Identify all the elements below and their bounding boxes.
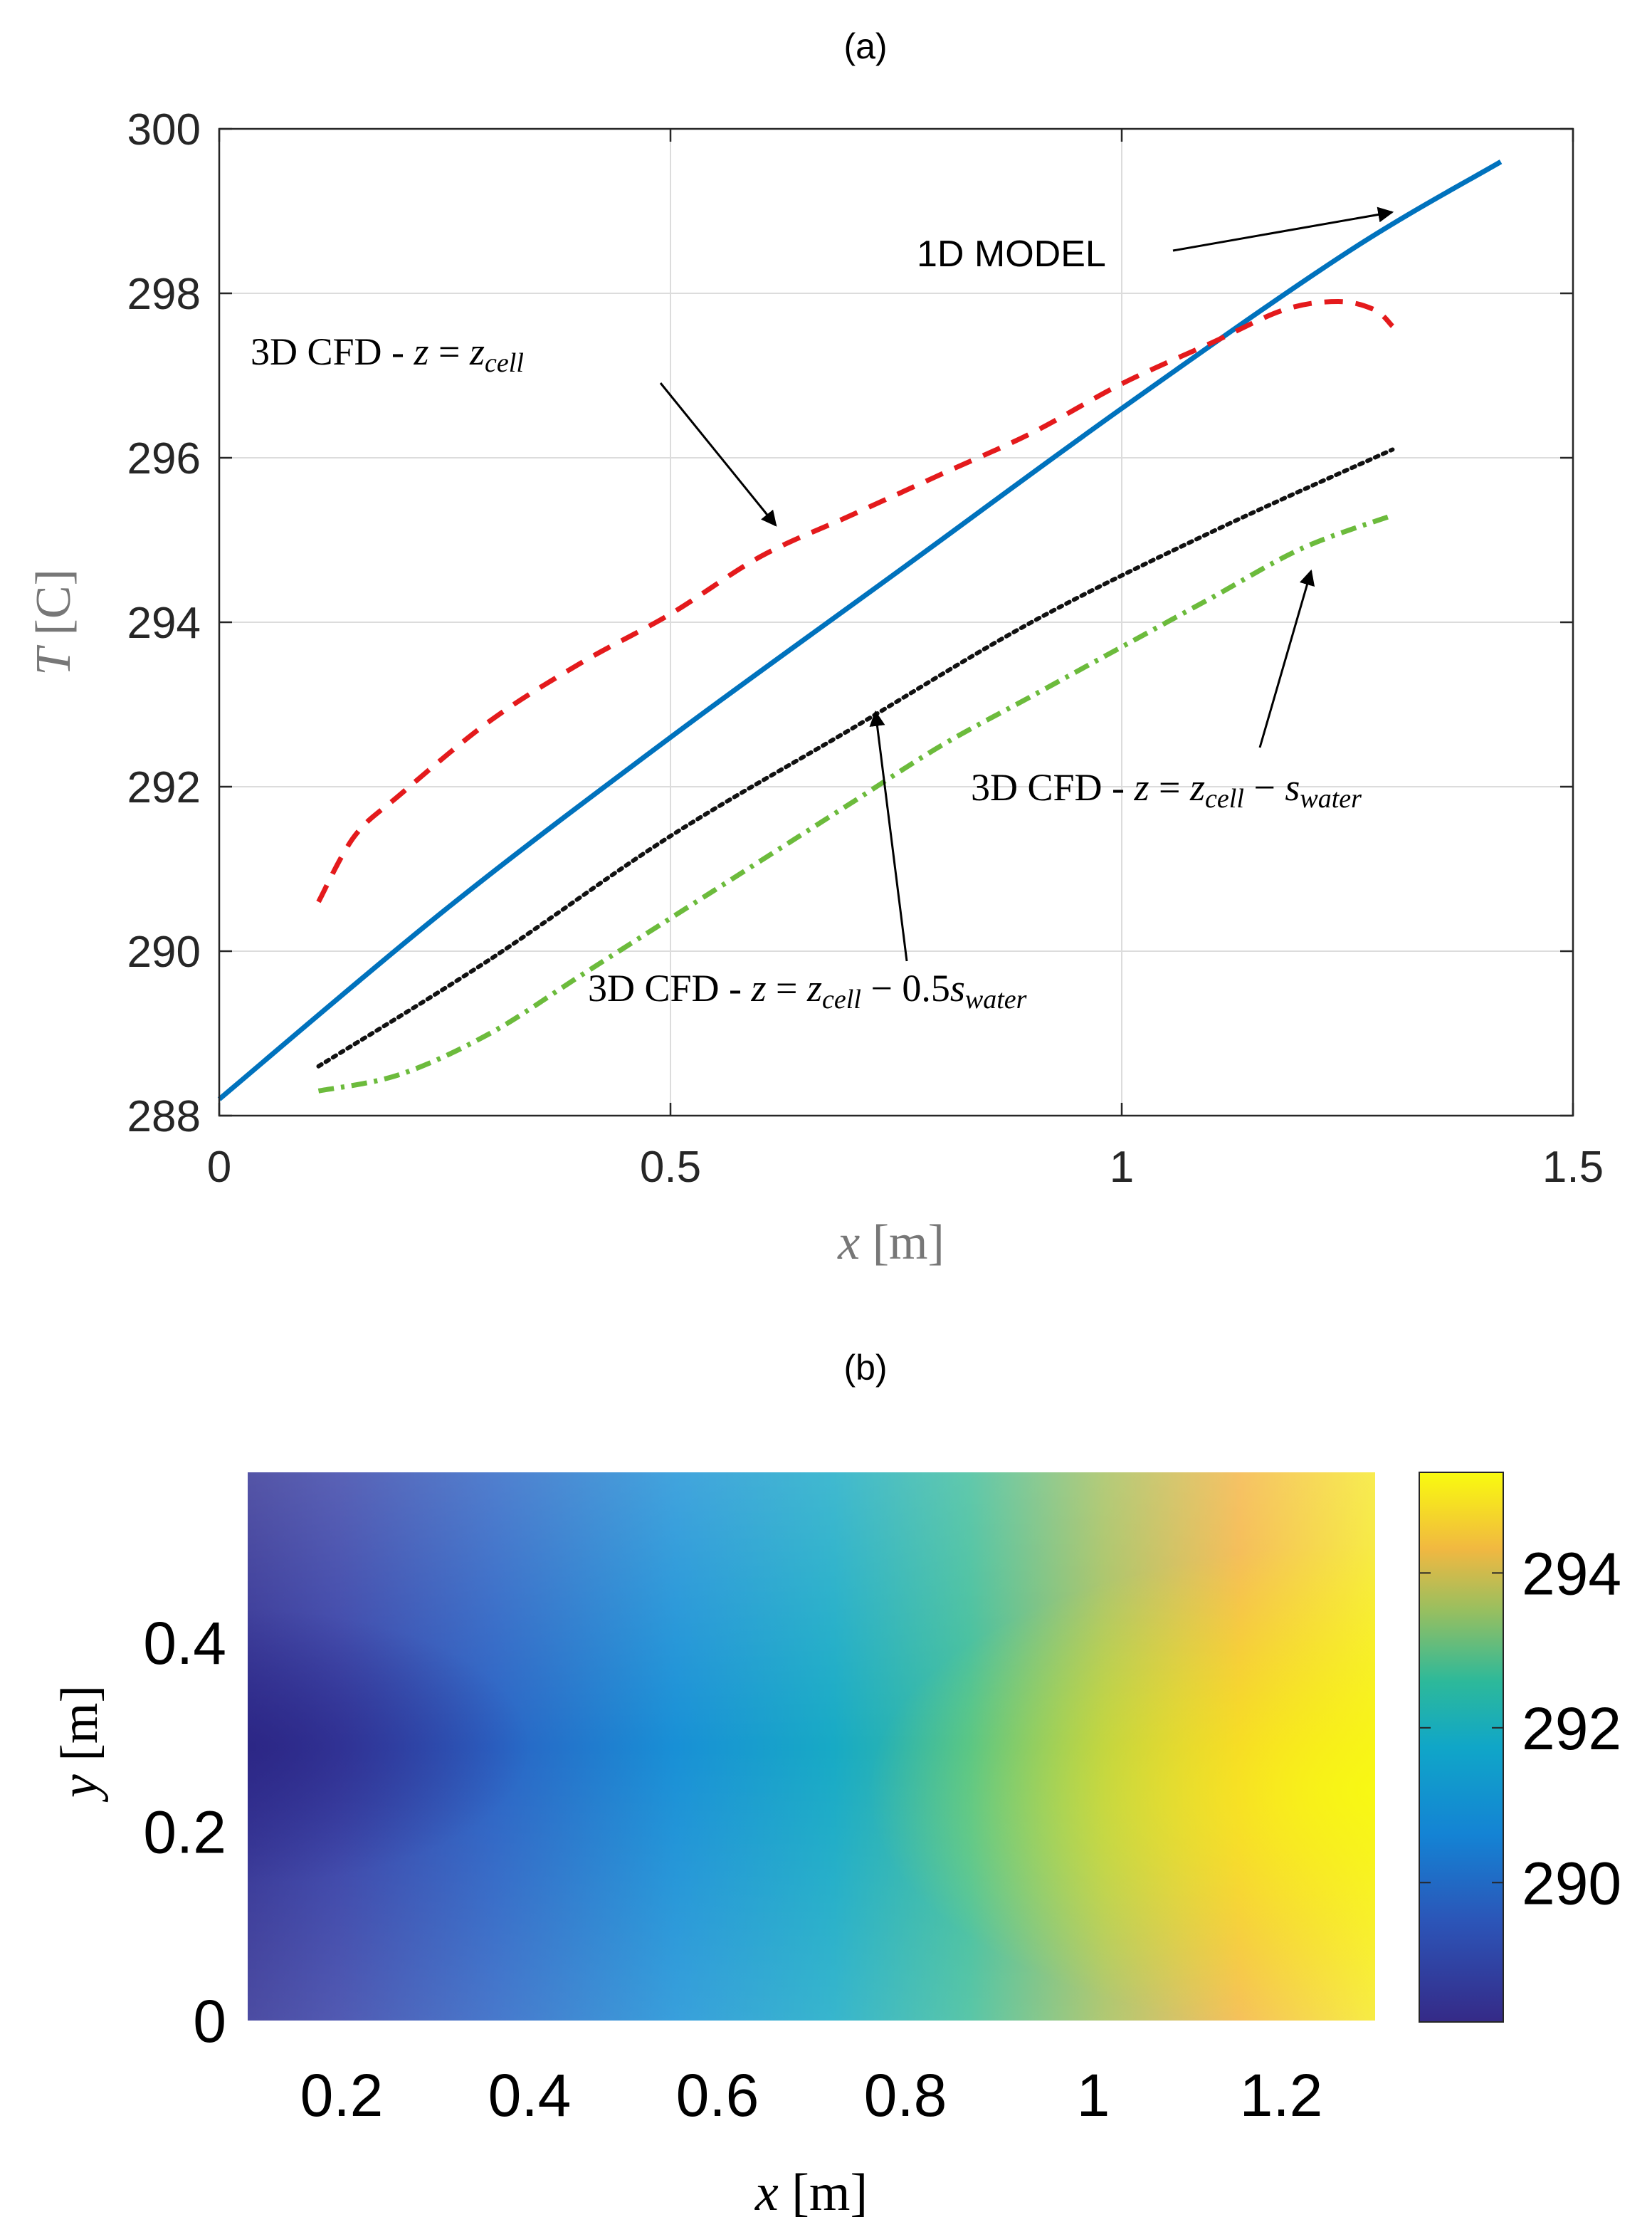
ticks-a: 0 0.5 1 1.5 288 290 292 294 296 298 300: [127, 105, 1604, 1192]
y-tick-label-b: 0: [193, 1988, 226, 2055]
x-tick-label: 0.5: [640, 1143, 701, 1192]
annotation-cfd-swater: 3D CFD - z = zcell − swater: [971, 766, 1362, 814]
panel-b-label: (b): [843, 1348, 887, 1388]
y-tick-label: 294: [127, 599, 201, 648]
arrow-cfd-zcell: [659, 382, 777, 527]
annotation-cfd-half: 3D CFD - z = zcell − 0.5swater: [588, 967, 1027, 1015]
heatmap-field: [248, 1472, 1375, 2021]
series-line-model1d: [217, 159, 1503, 1101]
x-tick-label: 1.5: [1542, 1143, 1604, 1192]
x-tick-label-b: 0.2: [300, 2062, 384, 2129]
y-tick-label: 296: [127, 434, 201, 483]
x-tick-label: 1: [1110, 1143, 1134, 1192]
arrow-1d-model: [1172, 206, 1394, 252]
x-axis-label-a: x [m]: [837, 1215, 945, 1270]
series-line-cfd_swater: [317, 513, 1394, 1094]
y-axis-label-a: T [C]: [26, 569, 81, 676]
y-axis-label-b: y [m]: [51, 1685, 109, 1803]
colorbar: [1419, 1472, 1504, 2023]
annotation-1d-model: 1D MODEL: [917, 234, 1106, 275]
x-axis-label-b: x [m]: [754, 2164, 868, 2222]
x-tick-label-b: 1: [1077, 2062, 1110, 2129]
y-tick-label-b: 0.4: [143, 1610, 226, 1677]
heatmap-cold-core: [248, 1472, 1375, 2021]
x-tick-label: 0: [207, 1143, 231, 1192]
arrow-cfd-half: [869, 710, 908, 962]
y-tick-label: 288: [127, 1092, 201, 1141]
y-tick-label-b: 0.2: [143, 1798, 226, 1865]
y-tick-label: 290: [127, 928, 201, 977]
y-tick-label: 298: [127, 270, 201, 319]
x-tick-label-b: 0.8: [864, 2062, 947, 2129]
x-tick-label-b: 1.2: [1240, 2062, 1323, 2129]
colorbar-tick-label: 294: [1522, 1540, 1621, 1607]
series-line-cfd_zcell: [316, 299, 1394, 903]
arrow-cfd-swater: [1258, 569, 1315, 748]
panel-b: (b) 0.2 0.4 0.6 0.8 1 1.2 0 0.2 0.4 290 292 294 x …: [51, 1348, 1621, 2222]
y-tick-label: 300: [127, 105, 201, 154]
panel-a-label: (a): [843, 26, 887, 66]
ticks-b: 0.2 0.4 0.6 0.8 1 1.2 0 0.2 0.4: [143, 1610, 1322, 2129]
series-line-cfd_half: [316, 447, 1395, 1069]
annotation-cfd-zcell: 3D CFD - z = zcell: [251, 330, 524, 378]
y-tick-label: 292: [127, 763, 201, 812]
series-a: [217, 159, 1503, 1101]
colorbar-tick-label: 290: [1522, 1850, 1621, 1917]
x-tick-label-b: 0.6: [676, 2062, 759, 2129]
colorbar-ticks: 290 292 294: [1419, 1540, 1621, 1917]
colorbar-tick-label: 292: [1522, 1695, 1621, 1762]
x-tick-label-b: 0.4: [488, 2062, 572, 2129]
